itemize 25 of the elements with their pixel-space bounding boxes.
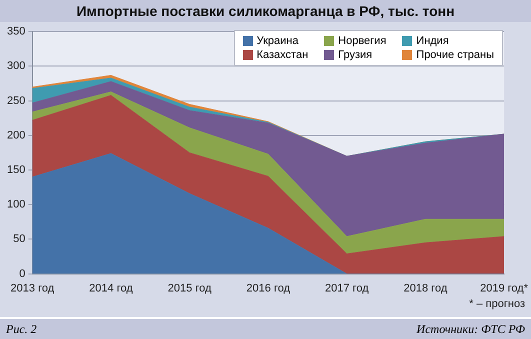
y-tick-label: 250 — [6, 94, 26, 107]
y-tick-label: 350 — [6, 26, 26, 38]
y-tick-label: 300 — [6, 60, 26, 72]
legend-label: Казахстан — [256, 49, 308, 61]
legend-label: Украина — [256, 35, 298, 47]
x-tick-label: 2013 год — [10, 282, 55, 294]
legend-label: Прочие страны — [416, 49, 494, 61]
x-tick-label: 2019 год* — [480, 282, 529, 294]
y-tick-label: 0 — [19, 268, 26, 280]
text: Источники: ФТС РФ — [416, 322, 525, 336]
legend-label: Индия — [416, 35, 449, 47]
text: * – прогноз — [468, 298, 526, 312]
y-tick-label: 200 — [6, 129, 26, 142]
x-tick-label: 2016 год — [246, 282, 291, 294]
x-tick-label: 2018 год — [404, 282, 448, 294]
legend-label: Норвегия — [338, 35, 386, 47]
chart-title: Импортные поставки силикомарганца в РФ, тыс. тонн — [0, 0, 531, 22]
text: Рис. 2 — [6, 322, 37, 336]
y-tick-label: 50 — [13, 233, 26, 246]
x-tick-label: 2015 год — [168, 282, 212, 294]
x-tick-label: 2017 год — [325, 282, 370, 294]
x-tick-label: 2014 год — [89, 282, 134, 294]
legend-label: Грузия — [338, 49, 372, 61]
y-tick-label: 100 — [6, 198, 26, 211]
y-tick-label: 150 — [6, 164, 26, 176]
